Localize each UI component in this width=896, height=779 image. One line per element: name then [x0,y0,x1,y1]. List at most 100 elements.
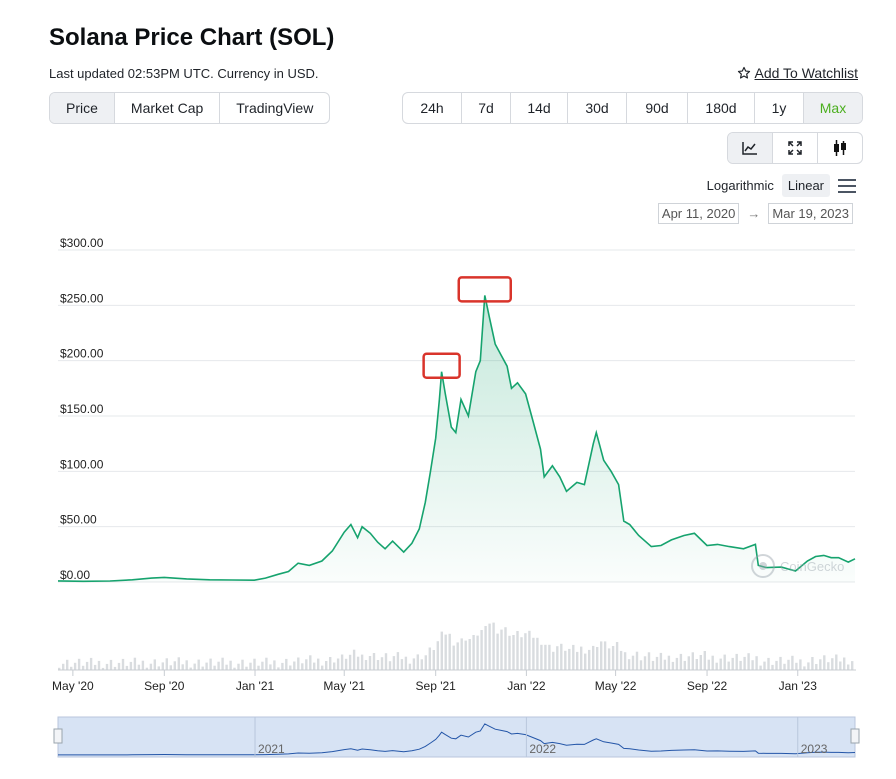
volume-bar [827,662,830,670]
volume-bar [253,658,256,670]
navigator-right-handle[interactable] [850,728,860,744]
volume-bar [847,664,850,670]
volume-bar [233,667,236,670]
volume-bar [667,655,671,670]
volume-bar [651,660,655,670]
volume-bar [528,630,531,670]
navigator-label: 2022 [529,742,556,756]
range-30d-button[interactable]: 30d [568,93,627,123]
volume-bar [352,649,356,670]
volume-bar [484,626,487,670]
volume-bar [643,656,647,670]
range-from-input[interactable]: Apr 11, 2020 [657,203,740,224]
volume-bar [329,657,332,670]
range-14d-button[interactable]: 14d [511,93,568,123]
logarithmic-button[interactable]: Logarithmic [706,178,774,193]
add-to-watchlist-link[interactable]: Add To Watchlist [737,65,858,81]
volume-bar [671,661,675,670]
line-chart-button[interactable] [728,133,773,163]
volume-bar [117,662,121,670]
candlestick-button[interactable] [818,133,862,163]
volume-bar [81,665,85,670]
volume-bar [384,653,388,670]
volume-bar [173,661,176,670]
range-max-button[interactable]: Max [804,93,862,123]
fullscreen-button[interactable] [773,133,818,163]
volume-bar [205,662,208,670]
range-navigator[interactable]: 2021 2022 2023 [53,716,860,758]
volume-bar [767,657,770,670]
volume-bar [803,666,806,670]
x-tick-label: Jan '23 [779,679,818,693]
volume-bar [695,659,698,670]
scale-toggle: Logarithmic Linear [707,174,856,197]
range-90d-button[interactable]: 90d [627,93,688,123]
volume-bar [177,657,180,670]
volume-bar [372,653,376,670]
volume-bar [504,627,507,670]
volume-bar [556,646,559,670]
volume-bar [101,667,105,670]
volume-bar [109,659,113,670]
volume-bar [647,652,651,670]
volume-bar [301,663,304,670]
volume-bar [356,656,360,670]
volume-bar [488,623,491,670]
volume-bar [500,629,503,670]
range-24h-button[interactable]: 24h [403,93,462,123]
highlight-box [422,352,461,379]
volume-bar [619,650,623,670]
navigator-left-handle[interactable] [53,728,63,744]
volume-bar [325,661,328,670]
volume-bar [333,662,336,670]
linear-button[interactable]: Linear [781,174,830,197]
volume-bar [396,652,400,670]
volume-bar [635,651,639,670]
volume-bar [639,660,643,670]
tab-tradingview[interactable]: TradingView [236,100,314,116]
x-tick-label: May '20 [52,679,94,693]
volume-bar [627,659,631,670]
volume-bar [747,653,750,670]
x-tick-label: Jan '21 [236,679,275,693]
price-line [57,295,856,583]
volume-bar [340,654,344,670]
range-180d-button[interactable]: 180d [688,93,755,123]
volume-bar [380,657,384,670]
volume-bar [548,644,551,670]
volume-bar [687,656,690,670]
volume-bar [743,656,746,670]
price-chart: $300.00 $250.00 $200.00 $150.00 $100.00 $50.0… [52,236,860,758]
tab-price[interactable]: Price [50,93,115,123]
range-1y-button[interactable]: 1y [755,93,804,123]
menu-icon[interactable] [838,178,856,193]
volume-bar [113,666,117,670]
page-title: Solana Price Chart (SOL) [49,24,335,51]
tab-market-cap[interactable]: Market Cap [115,93,221,123]
volume-bar [265,657,268,670]
volume-bar [428,647,431,670]
volume-bar [699,655,702,670]
volume-bar [404,656,408,670]
range-to-input[interactable]: Mar 19, 2023 [768,203,853,224]
volume-bar [336,658,340,670]
volume-bar [480,630,483,670]
volume-bar [400,659,404,670]
volume-bar [424,655,427,670]
volume-bar [456,642,459,670]
volume-bar [317,658,320,670]
range-7d-button[interactable]: 7d [462,93,511,123]
volume-bar [795,662,798,670]
y-tick-label: $250.00 [60,291,104,305]
volume-bar [169,665,172,670]
volume-bar [544,644,547,670]
volume-bar [572,644,575,670]
volume-bar [388,661,392,670]
price-area [58,295,855,582]
volume-bar [189,667,192,670]
volume-bar [193,663,196,670]
volume-bar [679,653,683,670]
volume-bar [607,648,611,670]
volume-bar [448,633,451,670]
volume-bar [344,658,348,670]
